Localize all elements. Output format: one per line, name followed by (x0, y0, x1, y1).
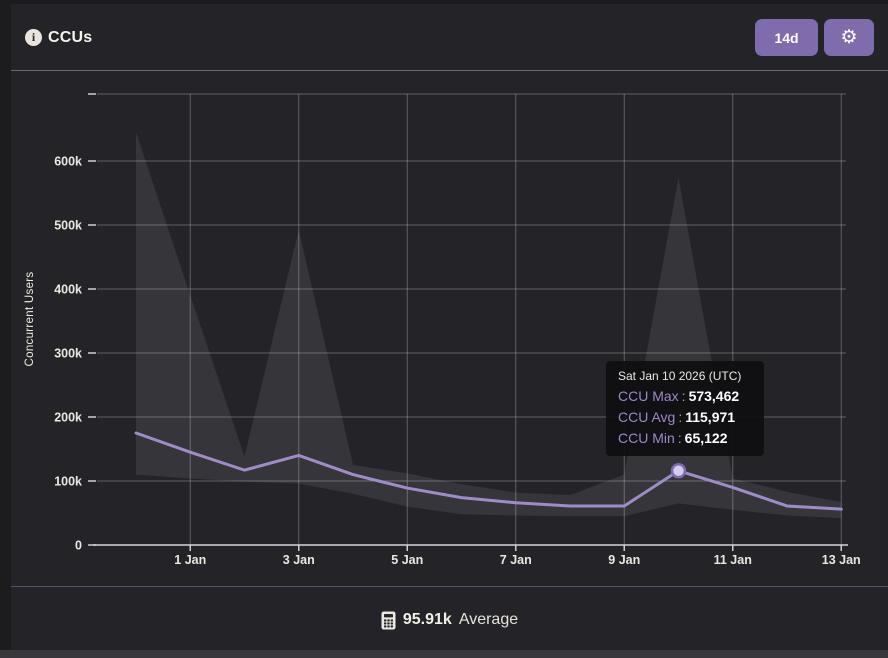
y-tick-label: 0 (75, 539, 82, 553)
page-title: CCUs (48, 29, 93, 46)
gear-icon: ⚙ (840, 27, 858, 48)
average-summary: 95.91k Average (11, 597, 888, 643)
average-label: Average (458, 611, 519, 628)
y-tick-label: 100k (54, 475, 82, 489)
settings-button[interactable]: ⚙ (824, 19, 874, 56)
tooltip-label: CCU Min (618, 430, 675, 446)
x-tick-label: 7 Jan (500, 553, 532, 567)
ccu-avg-line (134, 431, 843, 511)
y-tick-label: 300k (54, 347, 82, 361)
average-value: 95.91k (402, 611, 452, 628)
tooltip-date: Sat Jan 10 2026 (UTC) (618, 369, 742, 383)
header-divider (11, 70, 888, 71)
tooltip-separator: : (678, 409, 683, 425)
x-tick-label: 11 Jan (714, 553, 752, 567)
card-header: i CCUs 14d ⚙ (11, 4, 888, 70)
x-tick-label: 1 Jan (174, 553, 206, 567)
x-tick-label: 5 Jan (391, 553, 423, 567)
x-tick-label: 13 Jan (822, 553, 861, 567)
tooltip-row: CCU Min:65,122 (618, 428, 752, 449)
y-tick-label: 500k (54, 219, 82, 233)
tooltip-value: 115,971 (685, 409, 736, 425)
x-tick-label: 9 Jan (608, 553, 640, 567)
chart-plot-area[interactable] (97, 94, 846, 545)
ccu-card (11, 4, 888, 650)
tooltip-row: CCU Max:573,462 (618, 386, 752, 407)
y-tick-label: 400k (54, 283, 82, 297)
x-tick-label: 3 Jan (283, 553, 315, 567)
y-tick-label: 600k (54, 155, 82, 169)
range-button[interactable]: 14d (755, 19, 818, 56)
bottom-strip (0, 650, 888, 658)
tooltip-value: 573,462 (688, 388, 740, 404)
tooltip-separator: : (681, 388, 686, 404)
tooltip-separator: : (677, 430, 682, 446)
tooltip-label: CCU Avg (618, 409, 676, 425)
tooltip: Sat Jan 10 2026 (UTC) CCU Max:573,462 CC… (606, 361, 764, 456)
highlight-marker (670, 463, 687, 479)
tooltip-value: 65,122 (684, 430, 728, 446)
tooltip-row: CCU Avg:115,971 (618, 407, 752, 428)
tooltip-label: CCU Max (618, 388, 679, 404)
calculator-icon (381, 611, 396, 629)
info-icon[interactable]: i (25, 29, 42, 46)
y-tick-label: 200k (54, 411, 82, 425)
y-axis-title: Concurrent Users (24, 272, 36, 367)
footer-divider (11, 586, 888, 587)
